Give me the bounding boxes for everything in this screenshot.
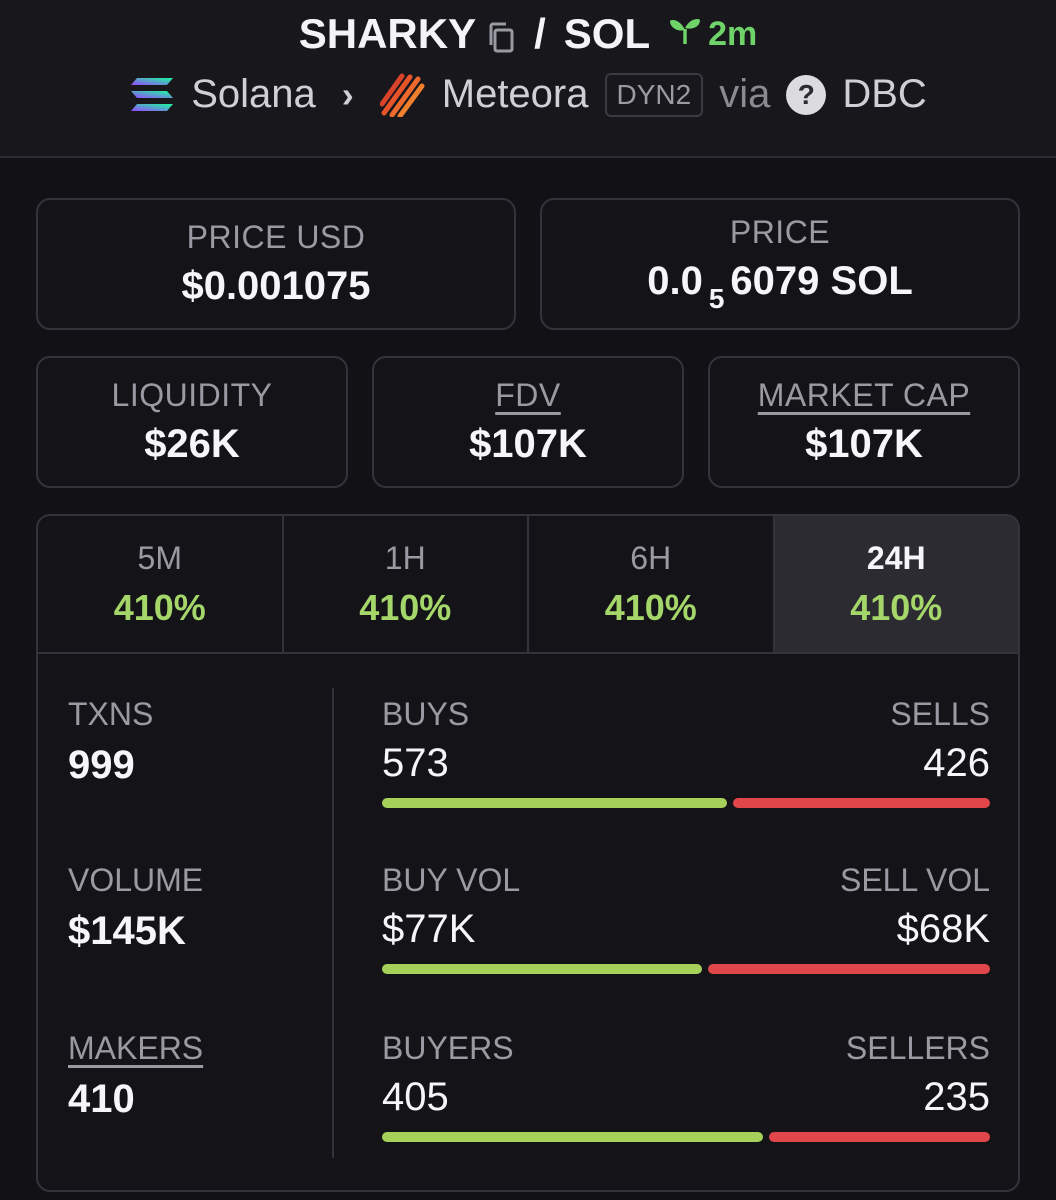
buys-bar-segment (382, 798, 728, 808)
tab-1h[interactable]: 1H 410% (284, 516, 529, 652)
tab-change-value: 410% (850, 586, 943, 628)
sell-vol-value: $68K (896, 907, 990, 951)
tab-label: 24H (866, 539, 926, 576)
question-icon: ? (786, 74, 827, 115)
pair-header: SHARKY / SOL 2m Solana › (0, 0, 1056, 158)
fdv-card: FDV $107K (372, 356, 684, 488)
liquidity-label: LIQUIDITY (111, 377, 273, 413)
price-native-zero-count: 5 (708, 282, 725, 314)
sell-vol-label: SELL VOL (839, 862, 990, 898)
launchpad-name[interactable]: DBC (842, 72, 927, 116)
timeframe-tabs: 5M 410% 1H 410% 6H 410% 24H 410% (38, 516, 1018, 654)
sellers-bar-segment (768, 1132, 990, 1142)
price-native-card: PRICE 0.0 5 6079 SOL (540, 198, 1020, 330)
buyers-sellers-stat: BUYERS SELLERS 405 235 (382, 1030, 990, 1142)
buyers-sellers-bar (382, 1132, 990, 1142)
makers-label[interactable]: MAKERS (68, 1030, 204, 1066)
buyers-value: 405 (382, 1075, 449, 1119)
stats-grid: TXNS 999 VOLUME $145K MAKERS 410 BUYS SE… (38, 654, 1018, 1190)
tab-change-value: 410% (359, 586, 452, 628)
tab-5m[interactable]: 5M 410% (38, 516, 284, 652)
buy-vol-bar-segment (382, 964, 702, 974)
tab-24h[interactable]: 24H 410% (774, 516, 1018, 652)
txns-value: 999 (68, 743, 135, 787)
price-native-label: PRICE (729, 213, 831, 250)
buys-sells-stat: BUYS SELLS 573 426 (382, 696, 990, 808)
tab-6h[interactable]: 6H 410% (529, 516, 775, 652)
tab-change-value: 410% (604, 586, 697, 628)
tab-label: 1H (384, 539, 426, 576)
age-value: 2m (708, 14, 758, 53)
tab-label: 5M (137, 539, 182, 576)
pair-age: 2m (668, 15, 757, 54)
makers-stat: MAKERS 410 (68, 1030, 203, 1122)
meteora-icon (379, 73, 426, 117)
buys-sells-bar (382, 798, 990, 808)
seedling-icon (668, 15, 702, 54)
copy-icon[interactable] (486, 17, 516, 53)
dex-name[interactable]: Meteora (441, 72, 589, 116)
buyers-bar-segment (382, 1132, 763, 1142)
sells-value: 426 (923, 741, 990, 785)
buy-vol-label: BUY VOL (382, 862, 521, 898)
sellers-label: SELLERS (845, 1030, 990, 1066)
via-label: via (719, 72, 771, 116)
token-symbol: SHARKY (298, 10, 477, 57)
pool-type-badge: DYN2 (604, 72, 704, 117)
solana-icon (129, 76, 175, 114)
price-native-value: 0.0 5 6079 SOL (647, 259, 913, 315)
liquidity-card: LIQUIDITY $26K (36, 356, 348, 488)
volume-label: VOLUME (68, 862, 204, 898)
sells-label: SELLS (890, 696, 990, 732)
buyers-label: BUYERS (382, 1030, 514, 1066)
pair-separator: / (534, 10, 546, 57)
buy-vol-value: $77K (382, 907, 476, 951)
chain-name[interactable]: Solana (191, 72, 316, 116)
stats-panel: 5M 410% 1H 410% 6H 410% 24H 410% TXNS 99… (36, 514, 1020, 1192)
tab-change-value: 410% (113, 586, 206, 628)
price-usd-label: PRICE USD (186, 219, 366, 255)
market-cap-card: MARKET CAP $107K (708, 356, 1020, 488)
buy-sell-volume-bar (382, 964, 990, 974)
market-cap-label[interactable]: MARKET CAP (757, 377, 971, 413)
fdv-label[interactable]: FDV (495, 377, 561, 413)
liquidity-value: $26K (144, 422, 240, 466)
sell-vol-bar-segment (707, 964, 990, 974)
txns-stat: TXNS 999 (68, 696, 153, 788)
sellers-value: 235 (923, 1075, 990, 1119)
txns-label: TXNS (68, 696, 154, 732)
quote-symbol: SOL (563, 10, 651, 57)
tab-label: 6H (630, 539, 672, 576)
buys-value: 573 (382, 741, 449, 785)
fdv-value: $107K (469, 422, 587, 466)
volume-stat: VOLUME $145K (68, 862, 203, 954)
sells-bar-segment (733, 798, 990, 808)
market-cap-value: $107K (805, 422, 923, 466)
volume-value: $145K (68, 909, 186, 953)
pair-route-row: Solana › Meteora DYN2 via ? DBC (0, 72, 1056, 117)
stats-divider (332, 688, 334, 1158)
buys-label: BUYS (382, 696, 470, 732)
buy-sell-volume-stat: BUY VOL SELL VOL $77K $68K (382, 862, 990, 974)
chevron-right-icon: › (341, 73, 354, 115)
price-native-lead: 0.0 (647, 258, 703, 303)
pair-title-row: SHARKY / SOL 2m (0, 10, 1056, 58)
makers-value: 410 (68, 1077, 135, 1121)
price-usd-card: PRICE USD $0.001075 (36, 198, 516, 330)
price-native-tail: 6079 SOL (730, 258, 913, 303)
price-usd-value: $0.001075 (181, 264, 371, 308)
